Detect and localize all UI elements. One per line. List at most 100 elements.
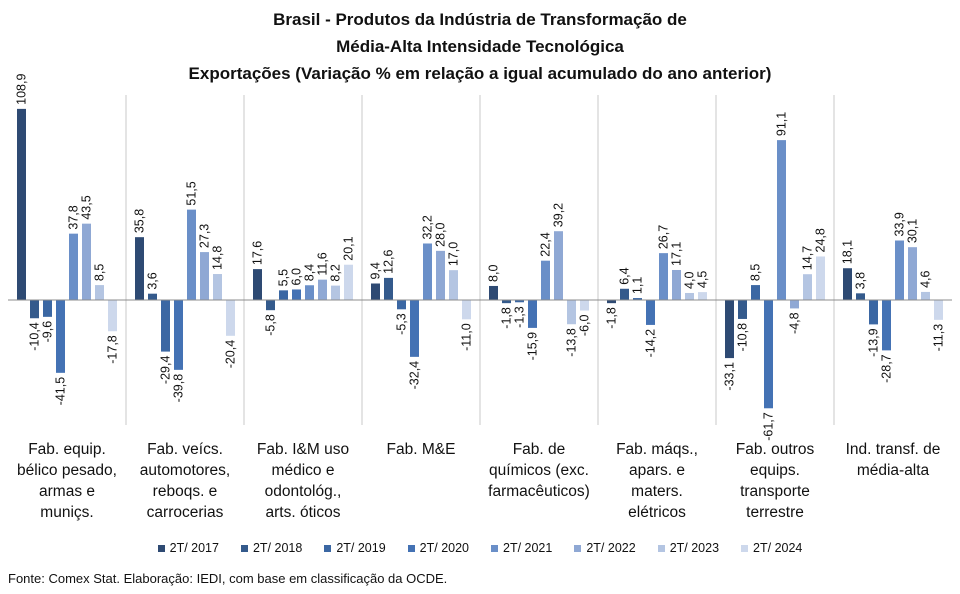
data-label: 1,1 bbox=[631, 277, 645, 294]
bar bbox=[161, 300, 170, 352]
bar bbox=[515, 300, 524, 303]
legend-swatch bbox=[407, 544, 415, 552]
legend-label: 2T/ 2022 bbox=[586, 541, 636, 555]
bar bbox=[253, 269, 262, 300]
data-label: -29,4 bbox=[159, 356, 173, 385]
data-label: 4,5 bbox=[696, 271, 710, 288]
data-label: -10,4 bbox=[28, 322, 42, 351]
bar bbox=[738, 300, 747, 319]
bar bbox=[305, 285, 314, 300]
bar bbox=[213, 274, 222, 300]
category-label-line: químicos (exc. bbox=[489, 462, 589, 479]
data-label: 6,4 bbox=[618, 267, 632, 284]
data-label: 14,7 bbox=[801, 246, 815, 270]
data-label: -11,3 bbox=[932, 324, 946, 352]
data-label: 24,8 bbox=[814, 228, 828, 252]
category-label-line: farmacêuticos) bbox=[488, 483, 590, 500]
data-label: 8,4 bbox=[303, 264, 317, 281]
legend-label: 2T/ 2021 bbox=[503, 541, 553, 555]
bar bbox=[607, 300, 616, 304]
data-label: 17,6 bbox=[251, 241, 265, 265]
data-label: -15,9 bbox=[526, 332, 540, 361]
data-label: 20,1 bbox=[342, 236, 356, 260]
chart-title-line-2: Média-Alta Intensidade Tecnológica bbox=[336, 37, 624, 56]
bar bbox=[502, 300, 511, 304]
data-label: 22,4 bbox=[539, 232, 553, 256]
data-label: -1,8 bbox=[500, 307, 514, 329]
data-label: 3,8 bbox=[854, 272, 868, 289]
legend-swatch bbox=[324, 544, 332, 552]
bar bbox=[436, 250, 445, 300]
legend-swatch bbox=[657, 544, 665, 552]
bar bbox=[226, 300, 235, 336]
bar bbox=[672, 269, 681, 300]
category-label-line: Ind. transf. de bbox=[845, 441, 941, 458]
bar bbox=[934, 300, 943, 320]
legend-swatch bbox=[491, 544, 498, 552]
data-label: 8,2 bbox=[329, 264, 343, 281]
data-label: -6,0 bbox=[578, 314, 592, 336]
bar bbox=[462, 300, 471, 320]
data-label: -5,8 bbox=[264, 314, 278, 336]
bar bbox=[95, 285, 104, 300]
bar bbox=[685, 292, 694, 300]
bar bbox=[17, 108, 26, 301]
bar bbox=[908, 247, 917, 300]
category-label-line: odontológ., bbox=[264, 483, 342, 500]
data-label: 17,0 bbox=[447, 242, 461, 266]
bar-chart: 108,9 -10,4 -9,6 -41,5 37,8 43,5 8,5 -17,8 35,8 3… bbox=[8, 74, 952, 441]
category-label: Ind. transf. de média-alta bbox=[834, 439, 952, 481]
bar bbox=[344, 264, 353, 300]
legend-item: 2T/ 2018 bbox=[240, 541, 302, 555]
data-label: 17,1 bbox=[670, 242, 684, 266]
legend-item: 2T/ 2017 bbox=[157, 541, 219, 555]
legend-item: 2T/ 2019 bbox=[324, 541, 386, 555]
data-label: 30,1 bbox=[906, 219, 920, 243]
chart-title-line-1: Brasil - Produtos da Indústria de Transf… bbox=[273, 10, 687, 29]
legend-item: 2T/ 2021 bbox=[491, 541, 552, 555]
bar bbox=[803, 274, 812, 300]
data-label: -1,8 bbox=[605, 307, 619, 329]
bar bbox=[751, 285, 760, 300]
data-label: 43,5 bbox=[80, 195, 94, 219]
bar bbox=[567, 300, 576, 325]
bar bbox=[318, 279, 327, 300]
data-label: 37,8 bbox=[67, 205, 81, 229]
data-label: 26,7 bbox=[657, 225, 671, 249]
data-label: -11,0 bbox=[460, 323, 474, 351]
bar bbox=[620, 288, 629, 300]
bar bbox=[82, 223, 91, 300]
data-label: -39,8 bbox=[172, 374, 186, 403]
data-label: 14,8 bbox=[211, 246, 225, 270]
category-label: Fab. equip. bélico pesado, armas e muniçs. bbox=[8, 439, 126, 523]
data-label: -10,8 bbox=[736, 323, 750, 352]
category-label-line: apars. e bbox=[628, 462, 685, 479]
data-label: 4,6 bbox=[919, 271, 933, 288]
bar bbox=[882, 300, 891, 351]
bar bbox=[423, 243, 432, 300]
data-label: -1,3 bbox=[513, 306, 527, 328]
data-label: -41,5 bbox=[54, 377, 68, 406]
category-label: Fab. veícs. automotores, reboqs. e carrocer… bbox=[126, 439, 244, 523]
data-label: 33,9 bbox=[893, 212, 907, 236]
data-label: 39,2 bbox=[552, 203, 566, 227]
category-label-line: transporte bbox=[740, 483, 810, 500]
category-label: Fab. M&E bbox=[362, 439, 480, 460]
data-label: 91,1 bbox=[775, 112, 789, 136]
data-label: 5,5 bbox=[277, 269, 291, 286]
data-label: -32,4 bbox=[408, 361, 422, 390]
bar bbox=[108, 300, 117, 332]
data-label: -4,8 bbox=[788, 312, 802, 334]
category-label-line: bélico pesado, bbox=[17, 462, 117, 479]
data-label: 3,6 bbox=[146, 272, 160, 289]
bar bbox=[554, 231, 563, 300]
category-label-line: reboqs. e bbox=[152, 483, 218, 500]
data-label: -5,3 bbox=[395, 313, 409, 335]
data-label: 108,9 bbox=[15, 74, 29, 105]
bar bbox=[187, 209, 196, 300]
data-label: 8,5 bbox=[93, 264, 107, 281]
legend-swatch bbox=[240, 544, 248, 552]
bar bbox=[174, 300, 183, 370]
category-label-line: Fab. veícs. bbox=[147, 441, 223, 458]
data-label: 32,2 bbox=[421, 215, 435, 239]
